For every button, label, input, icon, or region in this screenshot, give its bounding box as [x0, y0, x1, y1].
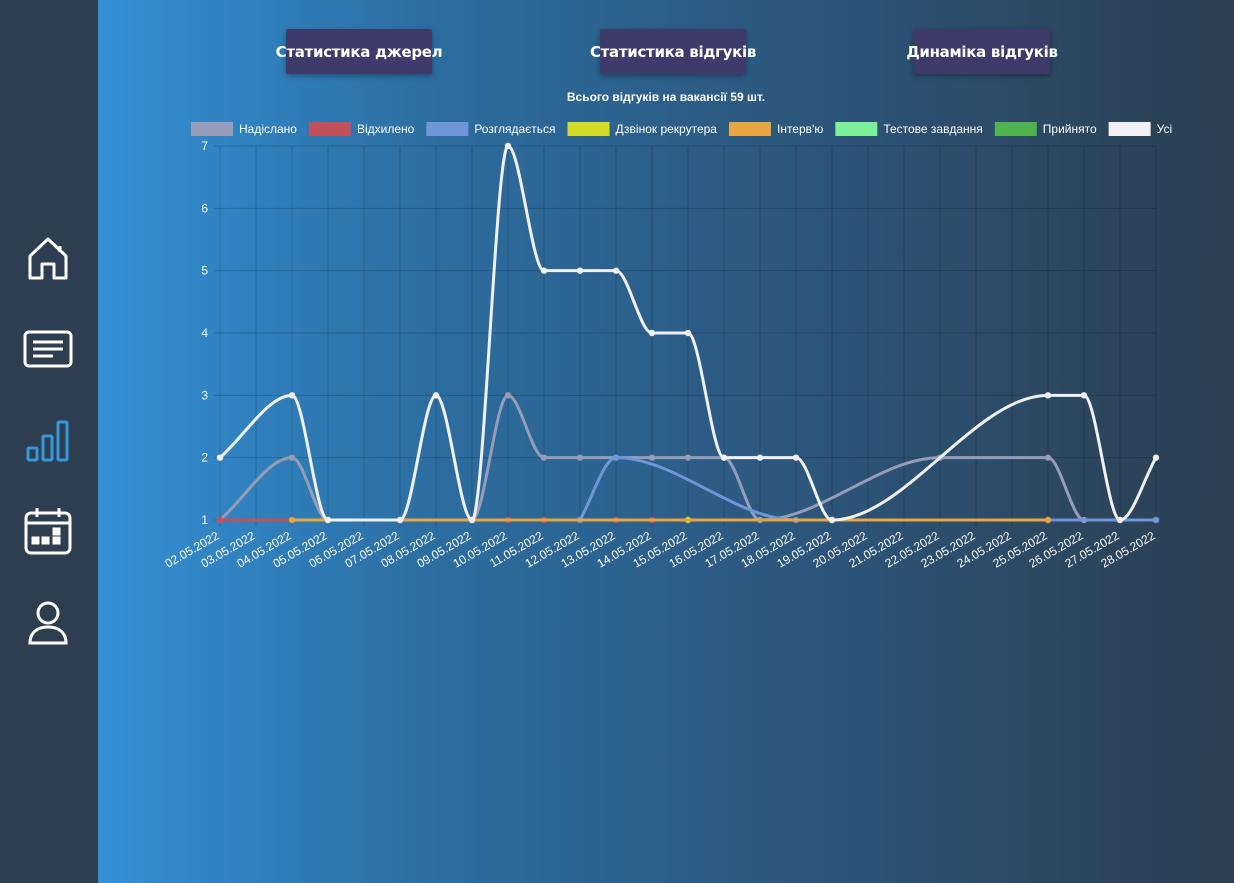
data-point[interactable] [1044, 454, 1052, 461]
data-point[interactable] [612, 267, 620, 274]
data-point[interactable] [288, 392, 296, 399]
data-point[interactable] [684, 454, 692, 461]
calendar-icon[interactable] [22, 505, 74, 557]
y-tick-label: 1 [201, 513, 208, 527]
legend-swatch [567, 122, 610, 136]
data-point[interactable] [612, 454, 620, 461]
data-point[interactable] [216, 516, 224, 524]
legend-item[interactable]: Розглядається [426, 122, 556, 136]
chart-legend: Надіслано Відхилено Розглядається Дзвінок р… [191, 122, 1172, 136]
tab-source-stats[interactable]: Статистика джерел [276, 29, 443, 74]
legend-item[interactable]: Відхилено [308, 122, 415, 136]
tab-response-dynamics[interactable]: Динаміка відгуків [906, 29, 1058, 74]
data-point[interactable] [468, 516, 476, 524]
legend-item[interactable]: Тестове завдання [835, 122, 983, 136]
document-list-icon[interactable] [22, 323, 74, 375]
y-tick-label: 5 [201, 264, 208, 278]
data-point[interactable] [216, 454, 224, 461]
data-point[interactable] [648, 454, 656, 461]
y-tick-label: 4 [201, 326, 208, 340]
data-point[interactable] [720, 454, 728, 461]
legend-label: Прийнято [1043, 122, 1097, 136]
legend-item[interactable]: Надіслано [191, 122, 297, 136]
data-point[interactable] [504, 142, 512, 150]
data-point[interactable] [540, 267, 548, 274]
chart-title: Всього відгуків на вакансії 59 шт. [566, 90, 766, 104]
data-point[interactable] [288, 454, 296, 461]
data-point[interactable] [576, 267, 584, 274]
legend-item[interactable]: Дзвінок рекрутера [567, 122, 718, 136]
legend-swatch [191, 122, 233, 136]
tab-response-stats[interactable]: Статистика відгуків [590, 29, 756, 74]
y-tick-label: 2 [201, 451, 208, 465]
data-point[interactable] [288, 516, 296, 524]
legend-item[interactable]: Інтерв'ю [728, 122, 823, 136]
data-point[interactable] [1044, 516, 1052, 524]
legend-swatch [728, 122, 771, 136]
data-point[interactable] [504, 392, 512, 399]
line-chart: 123456702.05.202203.05.202204.05.202205.… [162, 122, 1172, 571]
legend-swatch [994, 122, 1037, 136]
data-point[interactable] [1044, 392, 1052, 399]
legend-swatch [835, 122, 878, 136]
legend-item[interactable]: Усі [1108, 122, 1173, 136]
chart-grid [214, 145, 1157, 526]
bar-chart-icon[interactable] [22, 414, 74, 466]
data-point[interactable] [396, 516, 404, 524]
legend-swatch [426, 122, 469, 136]
data-point[interactable] [540, 454, 548, 461]
data-point[interactable] [1116, 516, 1124, 524]
legend-swatch [308, 122, 351, 136]
data-point[interactable] [432, 392, 440, 399]
data-point[interactable] [828, 516, 836, 524]
legend-label: Тестове завдання [883, 122, 982, 136]
legend-label: Надіслано [239, 122, 297, 136]
data-point[interactable] [792, 454, 800, 461]
user-icon[interactable] [22, 597, 74, 649]
data-point[interactable] [1152, 516, 1160, 524]
y-tick-label: 6 [201, 201, 208, 215]
data-point[interactable] [756, 454, 764, 461]
home-icon[interactable] [22, 232, 74, 284]
data-point[interactable] [576, 454, 584, 461]
legend-item[interactable]: Прийнято [994, 122, 1097, 136]
data-point[interactable] [324, 516, 332, 524]
data-point[interactable] [1080, 392, 1088, 399]
legend-label: Дзвінок рекрутера [616, 122, 718, 136]
legend-label: Усі [1157, 122, 1173, 136]
legend-label: Інтерв'ю [777, 122, 823, 136]
legend-swatch [1108, 122, 1151, 136]
data-point[interactable] [648, 329, 656, 337]
series-7 [216, 142, 1160, 524]
legend-label: Відхилено [357, 122, 415, 136]
legend-label: Розглядається [474, 122, 555, 136]
main-panel: Статистика джерел Статистика відгуків Ди… [98, 0, 1234, 883]
y-tick-label: 3 [201, 388, 208, 402]
y-tick-label: 7 [201, 139, 208, 153]
data-point[interactable] [684, 329, 692, 337]
sidebar [0, 0, 98, 883]
data-point[interactable] [1152, 454, 1160, 461]
